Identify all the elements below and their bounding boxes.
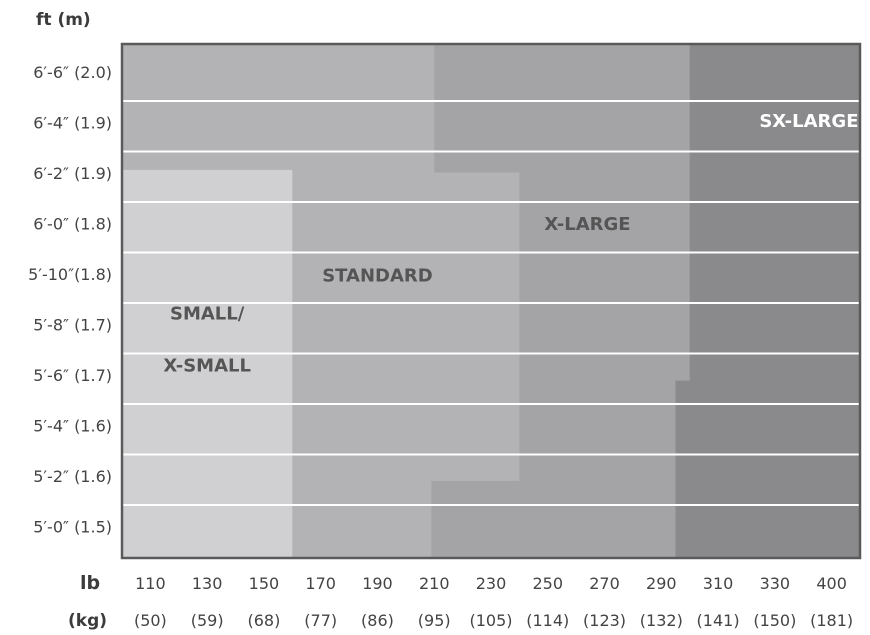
y-tick-label: 5′-6″ (1.7) <box>33 366 112 385</box>
x-tick-label-lb: 170 <box>305 574 336 593</box>
x-tick-label-kg: (181) <box>810 611 853 630</box>
x-tick-label-kg: (114) <box>526 611 569 630</box>
region-label: SMALL/ <box>170 304 245 325</box>
x-tick-label-lb: 130 <box>192 574 223 593</box>
x-tick-label-lb: 150 <box>249 574 280 593</box>
size-regions <box>122 44 860 558</box>
x-tick-label-lb: 330 <box>760 574 791 593</box>
region-labels: SX-LARGE X-LARGE STANDARD SMALL/X-SMALL <box>163 111 858 376</box>
x-tick-label-kg: (141) <box>697 611 740 630</box>
region-label: X-LARGE <box>544 214 630 235</box>
x-axis-kg-label: (kg) <box>68 611 107 631</box>
region-label: X-SMALL <box>163 356 251 377</box>
x-tick-label-lb: 190 <box>362 574 393 593</box>
x-tick-label-kg: (95) <box>418 611 451 630</box>
x-tick-label-kg: (59) <box>191 611 224 630</box>
y-tick-label: 5′-8″ (1.7) <box>33 316 112 335</box>
region-small-x-small <box>122 169 293 558</box>
x-tick-label-kg: (68) <box>248 611 281 630</box>
y-axis-unit-label: ft (m) <box>36 10 91 30</box>
y-tick-label: 6′-2″ (1.9) <box>33 164 112 183</box>
x-tick-label-lb: 250 <box>532 574 563 593</box>
x-tick-label-lb: 210 <box>419 574 450 593</box>
x-tick-label-lb: 310 <box>703 574 734 593</box>
plot-frame <box>120 42 862 560</box>
x-tick-label-lb: 230 <box>476 574 507 593</box>
x-tick-label-kg: (150) <box>753 611 796 630</box>
y-tick-labels: 6′-6″ (2.0) 6′-4″ (1.9) 6′-2″ (1.9) 6′-0″ (… <box>28 63 112 537</box>
x-tick-label-kg: (105) <box>469 611 512 630</box>
gridlines <box>122 100 860 506</box>
x-tick-label-lb: 110 <box>135 574 166 593</box>
y-tick-label: 6′-4″ (1.9) <box>33 114 112 133</box>
x-tick-label-lb: 270 <box>589 574 620 593</box>
x-tick-label-kg: (50) <box>134 611 167 630</box>
x-tick-label-kg: (132) <box>640 611 683 630</box>
x-tick-labels: 110 (50) 130 (59) 150 (68) 170 (77) 190 (86) 210 (9… <box>134 574 853 630</box>
x-tick-label-kg: (123) <box>583 611 626 630</box>
x-tick-label-kg: (86) <box>361 611 394 630</box>
x-tick-label-kg: (77) <box>304 611 337 630</box>
y-tick-label: 5′-4″ (1.6) <box>33 417 112 436</box>
region-label: STANDARD <box>322 265 433 286</box>
y-tick-label: 5′-0″ (1.5) <box>33 518 112 537</box>
y-tick-label: 5′-10″(1.8) <box>28 265 112 284</box>
y-tick-label: 6′-0″ (1.8) <box>33 215 112 234</box>
y-tick-label: 6′-6″ (2.0) <box>33 63 112 82</box>
region-label: SX-LARGE <box>759 111 858 132</box>
x-axis-lb-label: lb <box>80 572 100 594</box>
x-tick-label-lb: 400 <box>816 574 847 593</box>
y-tick-label: 5′-2″ (1.6) <box>33 467 112 486</box>
x-tick-label-lb: 290 <box>646 574 677 593</box>
